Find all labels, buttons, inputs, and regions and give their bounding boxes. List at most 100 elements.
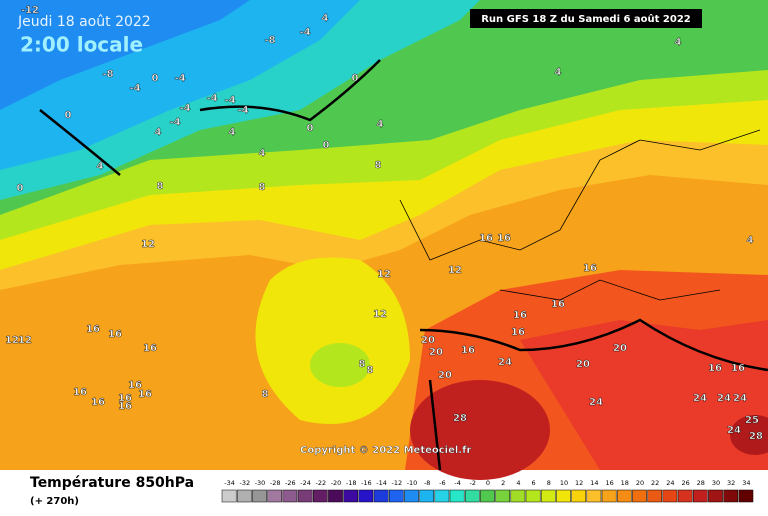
scale-label: 20 bbox=[636, 479, 644, 487]
scale-swatch bbox=[632, 489, 647, 503]
time: 2:00 locale bbox=[20, 33, 143, 57]
legend-subtitle: (+ 270h) bbox=[30, 496, 79, 507]
scale-swatch bbox=[480, 489, 495, 503]
contour-label: 8 bbox=[375, 160, 382, 171]
scale-swatch bbox=[464, 489, 480, 503]
contour-label: -4 bbox=[224, 95, 235, 106]
contour-label: 8 bbox=[259, 182, 266, 193]
copyright: Copyright © 2022 Meteociel.fr bbox=[300, 445, 471, 456]
scale-swatch bbox=[404, 489, 419, 503]
contour-label: 4 bbox=[97, 161, 104, 172]
scale-label: 2 bbox=[501, 479, 505, 487]
scale-label: -8 bbox=[424, 479, 430, 487]
scale-label: -18 bbox=[346, 479, 357, 487]
scale-label: 8 bbox=[547, 479, 551, 487]
scale-swatch bbox=[495, 489, 511, 503]
contour-label: 16 bbox=[138, 389, 152, 400]
scale-label: -4 bbox=[454, 479, 460, 487]
hot-region bbox=[730, 415, 768, 455]
scale-label: 30 bbox=[712, 479, 720, 487]
legend-title: Température 850hPa bbox=[30, 475, 194, 491]
scale-swatch bbox=[267, 489, 283, 503]
contour-label: 4 bbox=[747, 235, 754, 246]
contour-label: 4 bbox=[675, 37, 682, 48]
contour-label: -8 bbox=[264, 35, 275, 46]
contour-label: 0 bbox=[152, 73, 159, 84]
scale-swatch bbox=[662, 489, 678, 503]
contour-label: 0 bbox=[352, 73, 359, 84]
color-scale: -34 -32 -30 -28 -26 -24 -22 -20 -18 -16 -14 -12 -10-… bbox=[221, 479, 754, 503]
contour-label: 16 bbox=[511, 327, 525, 338]
scale-label: 32 bbox=[727, 479, 735, 487]
scale-swatch bbox=[601, 489, 617, 503]
contour-label: 8 bbox=[157, 181, 164, 192]
scale-label: -10 bbox=[407, 479, 418, 487]
contour-label: 20 bbox=[438, 370, 452, 381]
contour-label: 12 bbox=[141, 239, 155, 250]
contour-label: -4 bbox=[299, 27, 310, 38]
contour-label: 16 bbox=[118, 393, 132, 404]
scale-swatch bbox=[434, 489, 450, 503]
scale-swatch bbox=[221, 489, 237, 503]
scale-label: -20 bbox=[331, 479, 342, 487]
scale-swatch bbox=[540, 489, 556, 503]
scale-label: 24 bbox=[666, 479, 674, 487]
contour-label: 0 bbox=[65, 110, 72, 121]
scale-swatch bbox=[449, 489, 465, 503]
contour-label: 16 bbox=[583, 263, 597, 274]
contour-label: 4 bbox=[555, 67, 562, 78]
contour-label: -4 bbox=[169, 117, 180, 128]
contour-label: 4 bbox=[259, 148, 266, 159]
contour-label: 0 bbox=[307, 123, 314, 134]
contour-label: 24 bbox=[717, 393, 731, 404]
scale-swatch bbox=[586, 489, 602, 503]
contour-label: 20 bbox=[429, 347, 443, 358]
contour-label: 16 bbox=[143, 343, 157, 354]
scale-swatch bbox=[738, 489, 754, 503]
scale-swatch bbox=[647, 489, 663, 503]
contour-label: 16 bbox=[708, 363, 722, 374]
scale-label: 6 bbox=[532, 479, 536, 487]
scale-swatch bbox=[312, 489, 328, 503]
contour-label: 8 bbox=[359, 359, 366, 370]
warm-region bbox=[520, 320, 768, 470]
contour-label: 0 bbox=[17, 183, 24, 194]
contour-label: 16 bbox=[551, 299, 565, 310]
scale-label: 16 bbox=[605, 479, 613, 487]
contour-label: 12 bbox=[18, 335, 32, 346]
run-banner bbox=[470, 9, 702, 28]
scale-swatch bbox=[343, 489, 359, 503]
contour-label: 12 bbox=[373, 309, 387, 320]
scale-label: 4 bbox=[516, 479, 520, 487]
scale-swatch bbox=[708, 489, 723, 503]
contour-label: 16 bbox=[86, 324, 100, 335]
scale-label: -32 bbox=[239, 479, 250, 487]
contour-label: -8 bbox=[102, 69, 113, 80]
contour-label: 20 bbox=[613, 343, 627, 354]
contour-label: 16 bbox=[128, 380, 142, 391]
hot-region bbox=[410, 380, 550, 480]
coastline bbox=[399, 129, 761, 301]
scale-swatch bbox=[297, 489, 313, 503]
contour-label: 8 bbox=[262, 389, 269, 400]
scale-swatch bbox=[419, 489, 435, 503]
contour-label: -4 bbox=[129, 83, 140, 94]
scale-label: 22 bbox=[651, 479, 659, 487]
scale-label: 28 bbox=[697, 479, 705, 487]
contour-label: 25 bbox=[745, 415, 759, 426]
contour-label: 4 bbox=[322, 13, 329, 24]
scale-swatch bbox=[723, 489, 739, 503]
scale-label: -6 bbox=[439, 479, 445, 487]
contour-label: 16 bbox=[461, 345, 475, 356]
band bbox=[255, 257, 410, 424]
scale-label: -26 bbox=[285, 479, 296, 487]
scale-swatch bbox=[556, 489, 571, 503]
contour-label: 16 bbox=[108, 329, 122, 340]
contour-label: 12 bbox=[5, 335, 19, 346]
contour-label: 16 bbox=[731, 363, 745, 374]
scale-label: 12 bbox=[575, 479, 583, 487]
scale-swatch bbox=[616, 489, 632, 503]
scale-label: -24 bbox=[300, 479, 311, 487]
